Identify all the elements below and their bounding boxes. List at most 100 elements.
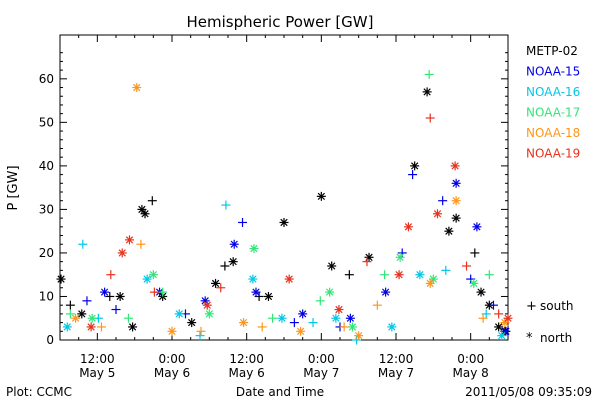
data-point-metp-02-north	[364, 252, 374, 262]
data-point-noaa-18-north	[167, 326, 177, 336]
x-tick-label-time: 0:00	[457, 352, 484, 366]
x-tick-label-time: 0:00	[308, 352, 335, 366]
data-point-metp-02-north	[279, 217, 289, 227]
data-point-metp-02-north	[263, 291, 273, 301]
legend-south-label: south	[540, 299, 574, 313]
data-point-noaa-15-south	[289, 318, 299, 328]
data-point-noaa-15-north	[501, 326, 511, 336]
legend-item-noaa-17: NOAA-17	[526, 106, 580, 120]
plot-timestamp: 2011/05/08 09:35:09	[465, 385, 592, 399]
legend-north-label: north	[540, 331, 572, 345]
data-point-metp-02-north	[187, 318, 197, 328]
data-point-noaa-19-north	[284, 274, 294, 284]
data-point-metp-02-north	[316, 191, 326, 201]
data-point-noaa-19-north	[124, 235, 134, 245]
data-point-noaa-18-south	[478, 313, 488, 323]
data-point-noaa-18-south	[96, 322, 106, 332]
data-point-noaa-16-north	[497, 331, 507, 341]
legend-item-noaa-16: NOAA-16	[526, 85, 580, 99]
data-points	[56, 69, 513, 345]
data-point-noaa-17-south	[123, 313, 133, 323]
x-tick-label-date: May 7	[303, 366, 339, 380]
legend-item-noaa-19: NOAA-19	[526, 147, 580, 161]
data-point-noaa-19-north	[202, 300, 212, 310]
legend-south-symbol: +	[526, 299, 537, 314]
data-point-noaa-17-north	[347, 322, 357, 332]
data-point-noaa-15-north	[229, 239, 239, 249]
data-point-noaa-18-north	[425, 278, 435, 288]
data-point-metp-02-north	[422, 87, 432, 97]
data-point-noaa-19-north	[117, 248, 127, 258]
data-point-noaa-18-north	[500, 318, 510, 328]
data-point-noaa-16-south	[221, 200, 231, 210]
data-point-noaa-19-north	[432, 209, 442, 219]
data-point-noaa-18-north	[132, 83, 142, 93]
data-point-noaa-17-north	[87, 313, 97, 323]
data-point-noaa-17-south	[65, 309, 75, 319]
y-axis-label: P [GW]	[6, 165, 21, 210]
data-point-noaa-17-south	[424, 69, 434, 79]
data-point-noaa-15-north	[298, 309, 308, 319]
legend-item-noaa-18: NOAA-18	[526, 126, 580, 140]
data-point-noaa-17-south	[484, 270, 494, 280]
data-point-metp-02-south	[344, 270, 354, 280]
data-point-noaa-15-north	[251, 287, 261, 297]
data-point-metp-02-south	[105, 291, 115, 301]
data-point-noaa-19-north	[503, 313, 513, 323]
data-point-noaa-15-south	[238, 217, 248, 227]
data-point-noaa-19-north	[394, 270, 404, 280]
y-axis: 0 10 20 30 40 50 60	[39, 52, 508, 347]
data-point-noaa-15-south	[82, 296, 92, 306]
data-point-noaa-15-south	[488, 300, 498, 310]
data-point-noaa-15-north	[345, 313, 355, 323]
data-point-metp-02-north	[211, 278, 221, 288]
data-point-noaa-19-south	[149, 287, 159, 297]
data-point-metp-02-north	[410, 161, 420, 171]
data-point-noaa-17-north	[249, 244, 259, 254]
legend-hemisphere-south: + south	[526, 299, 574, 314]
data-point-noaa-17-north	[325, 287, 335, 297]
y-tick-label: 30	[39, 202, 54, 216]
data-point-metp-02-north	[451, 213, 461, 223]
y-tick-label: 10	[39, 289, 54, 303]
data-point-noaa-19-north	[86, 322, 96, 332]
legend-north-symbol: *	[526, 331, 533, 346]
data-point-noaa-16-north	[174, 309, 184, 319]
x-tick-label-date: May 8	[453, 366, 489, 380]
legend-hemisphere-north: * north	[526, 331, 572, 346]
data-point-noaa-16-south	[195, 331, 205, 341]
data-point-noaa-18-north	[71, 313, 81, 323]
y-tick-label: 50	[39, 115, 54, 129]
data-point-noaa-17-north	[148, 270, 158, 280]
data-point-metp-02-north	[494, 322, 504, 332]
y-tick-label: 40	[39, 159, 54, 173]
data-point-noaa-16-south	[78, 239, 88, 249]
data-point-noaa-18-south	[257, 322, 267, 332]
data-point-noaa-15-north	[100, 287, 110, 297]
data-point-noaa-18-north	[296, 326, 306, 336]
x-tick-label-date: May 5	[79, 366, 115, 380]
x-tick-label-time: 12:00	[80, 352, 115, 366]
data-point-metp-02-north	[444, 226, 454, 236]
data-point-metp-02-north	[115, 291, 125, 301]
data-point-metp-02-south	[220, 261, 230, 271]
data-point-noaa-16-north	[415, 270, 425, 280]
data-point-noaa-19-south	[362, 257, 372, 267]
x-axis-label: Date and Time	[236, 385, 324, 399]
data-point-noaa-18-south	[372, 300, 382, 310]
data-point-noaa-18-south	[339, 322, 349, 332]
data-point-noaa-18-south	[136, 239, 146, 249]
chart-title: Hemispheric Power [GW]	[187, 13, 374, 31]
x-tick-label-time: 0:00	[159, 352, 186, 366]
data-point-metp-02-north	[137, 204, 147, 214]
data-point-noaa-19-south	[494, 309, 504, 319]
data-point-noaa-19-north	[403, 222, 413, 232]
y-tick-label: 60	[39, 72, 54, 86]
data-point-noaa-18-north	[239, 318, 249, 328]
data-point-noaa-18-north	[451, 196, 461, 206]
x-tick-label-date: May 6	[229, 366, 265, 380]
data-point-noaa-15-north	[451, 178, 461, 188]
data-point-noaa-16-north	[62, 322, 72, 332]
data-point-noaa-17-south	[380, 270, 390, 280]
